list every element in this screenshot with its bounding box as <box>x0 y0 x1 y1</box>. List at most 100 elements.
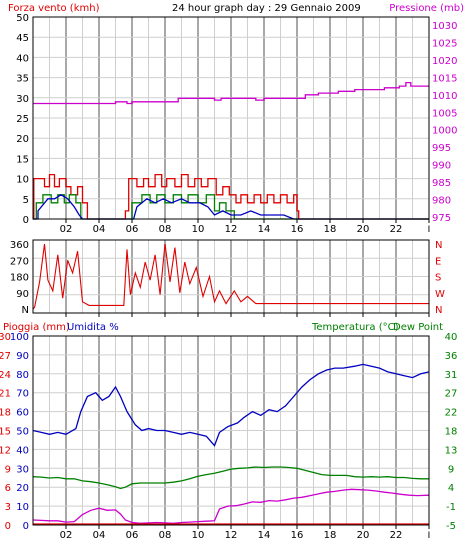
pressure-y-tick-label: 1000 <box>432 126 457 137</box>
humidity-y-tick-label: 100 <box>10 332 29 343</box>
pressure-y-tick-label: 1025 <box>432 38 457 49</box>
direction-right-label: E <box>435 256 441 267</box>
rain-y-tick-label: 24 <box>0 370 11 381</box>
temperature-y-tick-label: 36 <box>445 351 458 362</box>
temperature-axis-label: Temperatura (°C) <box>311 322 399 333</box>
rain-y-tick-label: 3 <box>5 502 11 513</box>
wind-x-tick-label: 08 <box>159 224 172 235</box>
humidity-y-tick-label: 20 <box>16 483 29 494</box>
series-temperatura-c- <box>32 466 429 490</box>
direction-right-label: N <box>435 305 442 316</box>
series-umidita- <box>32 363 430 447</box>
wind-y-tick-label: 30 <box>16 94 29 105</box>
wind-x-tick-label: 14 <box>258 224 271 235</box>
rain-y-tick-label: 18 <box>0 408 11 419</box>
rain-axis-label: Pioggia (mm) <box>3 322 70 333</box>
meteo-x-tick-label: 02 <box>60 530 73 541</box>
meteo-x-tick-label: 10 <box>192 530 205 541</box>
humidity-y-tick-label: 90 <box>16 351 29 362</box>
pressure-y-tick-label: 1015 <box>432 73 457 84</box>
wind-y-tick-label: 35 <box>16 74 29 85</box>
wind-x-tick-label: 22 <box>390 224 403 235</box>
page-title: 24 hour graph day : 29 Gennaio 2009 <box>172 3 361 14</box>
pressure-y-tick-label: 1005 <box>432 108 457 119</box>
wind-y-tick-label: 40 <box>16 53 29 64</box>
pressure-y-tick-label: 1030 <box>432 21 457 32</box>
direction-y-tick-label: 90 <box>16 289 29 300</box>
direction-right-label: W <box>435 289 445 300</box>
series-gust <box>33 173 429 220</box>
temperature-y-tick-label: 9 <box>448 464 454 475</box>
humidity-y-tick-label: 70 <box>16 389 29 400</box>
wind-y-tick-label: 50 <box>16 13 29 24</box>
temperature-y-tick-label: 13 <box>445 445 458 456</box>
temperature-y-tick-label: 40 <box>445 332 458 343</box>
temperature-y-tick-label: 22 <box>445 408 458 419</box>
wind-x-tick-label: 20 <box>357 224 370 235</box>
wind-y-tick-label: 0 <box>23 215 29 226</box>
humidity-y-tick-label: 10 <box>16 502 29 513</box>
rain-y-tick-label: 9 <box>5 464 11 475</box>
pressure-axis-label: Pressione (mb) <box>389 3 464 14</box>
rain-y-tick-label: 21 <box>0 389 11 400</box>
rain-y-tick-label: 30 <box>0 332 11 343</box>
direction-right-label: N <box>435 240 442 251</box>
wind-x-tick-label: 02 <box>60 224 73 235</box>
wind-y-tick-label: 45 <box>16 33 29 44</box>
meteo-x-tick-label: 04 <box>93 530 106 541</box>
temperature-y-tick-label: -5 <box>446 521 456 532</box>
direction-y-tick-label: N <box>22 305 29 316</box>
meteo-x-tick-label: 08 <box>159 530 172 541</box>
pressure-y-tick-label: 1010 <box>432 91 457 102</box>
direction-right-label: S <box>435 273 441 284</box>
wind-y-tick-label: 15 <box>16 154 29 165</box>
temperature-y-tick-label: 27 <box>445 389 458 400</box>
pressure-y-tick-label: 975 <box>432 213 451 224</box>
temperature-y-tick-label: -1 <box>446 502 456 513</box>
direction-y-tick-label: 270 <box>10 256 29 267</box>
pressure-y-tick-label: 980 <box>432 196 451 207</box>
direction-y-tick-label: 360 <box>10 240 29 251</box>
series-direction <box>32 243 429 310</box>
wind-x-tick-label: 18 <box>324 224 337 235</box>
wind-x-tick-label: 12 <box>225 224 238 235</box>
wind-x-tick-label: I <box>428 225 431 235</box>
rain-y-tick-label: 15 <box>0 427 11 438</box>
wind-y-tick-label: 5 <box>23 195 29 206</box>
meteo-x-tick-label: I <box>428 531 431 541</box>
wind-x-tick-label: 06 <box>126 224 139 235</box>
rain-y-tick-label: 6 <box>5 483 11 494</box>
wind-y-tick-label: 25 <box>16 114 29 125</box>
meteo-x-tick-label: 06 <box>126 530 139 541</box>
wind-axis-label: Forza vento (kmh) <box>8 3 100 14</box>
wind-y-tick-label: 20 <box>16 134 29 145</box>
wind-x-tick-label: 16 <box>291 224 304 235</box>
chart-content: 0510152025303540455097598098599099510001… <box>0 13 457 541</box>
wind-x-tick-label: 04 <box>93 224 106 235</box>
pressure-y-tick-label: 995 <box>432 143 451 154</box>
temperature-y-tick-label: 31 <box>445 370 458 381</box>
meteo-x-tick-label: 20 <box>357 530 370 541</box>
dewpoint-axis-label: Dew Point <box>393 322 443 333</box>
meteo-x-tick-label: 12 <box>225 530 238 541</box>
wind-y-tick-label: 10 <box>16 175 29 186</box>
meteo-x-tick-label: 16 <box>291 530 304 541</box>
rain-y-tick-label: 27 <box>0 351 11 362</box>
humidity-y-tick-label: 0 <box>23 521 29 532</box>
humidity-axis-label: Umidita % <box>67 322 119 333</box>
humidity-y-tick-label: 30 <box>16 464 29 475</box>
humidity-y-tick-label: 60 <box>16 408 29 419</box>
series-wind <box>33 194 429 220</box>
meteo-x-tick-label: 22 <box>390 530 403 541</box>
wind-x-tick-label: 10 <box>192 224 205 235</box>
direction-y-tick-label: 180 <box>10 273 29 284</box>
meteo-x-tick-label: 18 <box>324 530 337 541</box>
series-dew-point <box>32 488 430 524</box>
humidity-y-tick-label: 40 <box>16 445 29 456</box>
rain-y-tick-label: 12 <box>0 445 11 456</box>
temperature-y-tick-label: 4 <box>448 483 454 494</box>
series-avg <box>33 194 429 220</box>
humidity-y-tick-label: 80 <box>16 370 29 381</box>
